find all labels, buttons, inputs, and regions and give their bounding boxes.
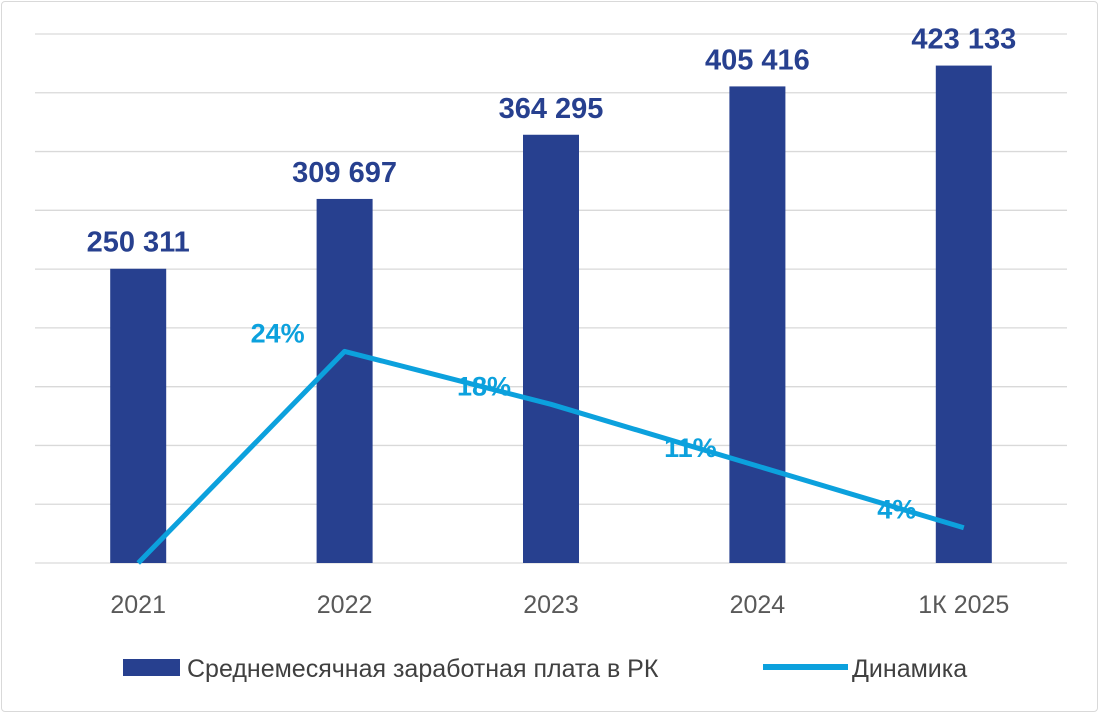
bar-value-label: 250 311: [87, 227, 190, 259]
bar-value-label: 364 295: [499, 93, 604, 125]
line-series: [136, 348, 965, 565]
line-data-labels: 24% 18% 11% 4%: [251, 318, 917, 524]
bar-series: [110, 65, 992, 564]
legend-label-line: Динамика: [852, 655, 967, 683]
legend: Среднемесячная заработная плата в РК Дин…: [123, 655, 967, 683]
x-axis-tick-labels: 2021 2022 2023 2024 1К 2025: [110, 591, 1009, 619]
line-path: [136, 348, 965, 565]
bar-value-label: 309 697: [292, 157, 397, 189]
bar: [935, 65, 992, 563]
line-value-label: 4%: [877, 495, 916, 525]
x-tick-label: 1К 2025: [918, 591, 1009, 619]
bar: [729, 86, 786, 563]
x-tick-label: 2024: [730, 591, 786, 619]
x-tick-label: 2022: [317, 591, 373, 619]
x-tick-label: 2023: [523, 591, 579, 619]
bar-value-label: 423 133: [911, 24, 1016, 56]
bar: [523, 134, 579, 564]
legend-swatch-bar: [123, 659, 180, 676]
legend-label-bar: Среднемесячная заработная плата в РК: [187, 655, 659, 683]
bar-data-labels: 250 311 309 697 364 295 405 416 423 133: [87, 24, 1017, 259]
x-tick-label: 2021: [110, 591, 166, 619]
bar: [316, 198, 373, 564]
bar-value-label: 405 416: [705, 44, 810, 76]
bar: [110, 268, 167, 563]
gridlines: [35, 33, 1067, 564]
line-value-label: 11%: [664, 433, 717, 463]
line-value-label: 24%: [251, 318, 305, 348]
line-value-label: 18%: [457, 371, 511, 401]
